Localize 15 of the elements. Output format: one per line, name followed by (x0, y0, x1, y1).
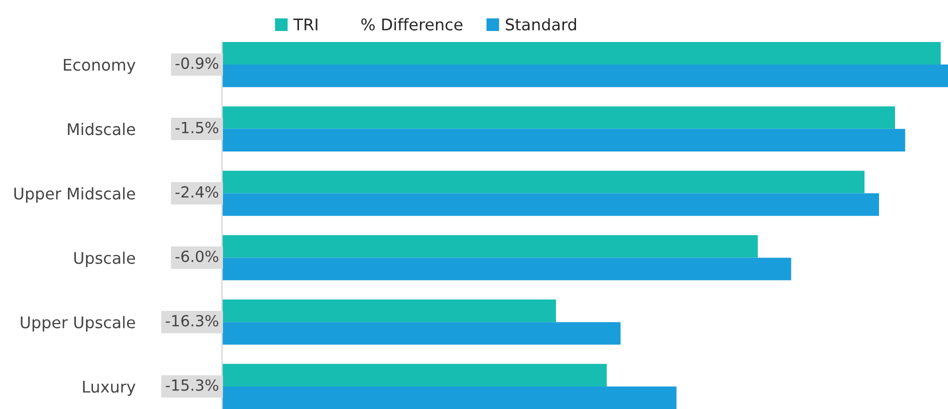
text: -15.3% (166, 379, 218, 391)
y-tick-label: Upper Midscale (14, 187, 136, 203)
y-tick-label: Economy (64, 58, 136, 74)
text: -1.5% (176, 122, 218, 134)
legend-label: Standard (506, 18, 576, 31)
text: % Difference (361, 18, 462, 31)
y-tick-label: Midscale (68, 122, 136, 136)
y-tick-label: Upper Upscale (20, 316, 136, 332)
text: -6.0% (176, 250, 218, 262)
text: -0.9% (176, 57, 218, 69)
text: -16.3% (166, 314, 218, 327)
y-tick-label: Upscale (74, 252, 136, 268)
y-tick-label: Luxury (83, 380, 136, 396)
legend-label: TRI (293, 18, 318, 30)
text: -2.4% (176, 186, 218, 198)
